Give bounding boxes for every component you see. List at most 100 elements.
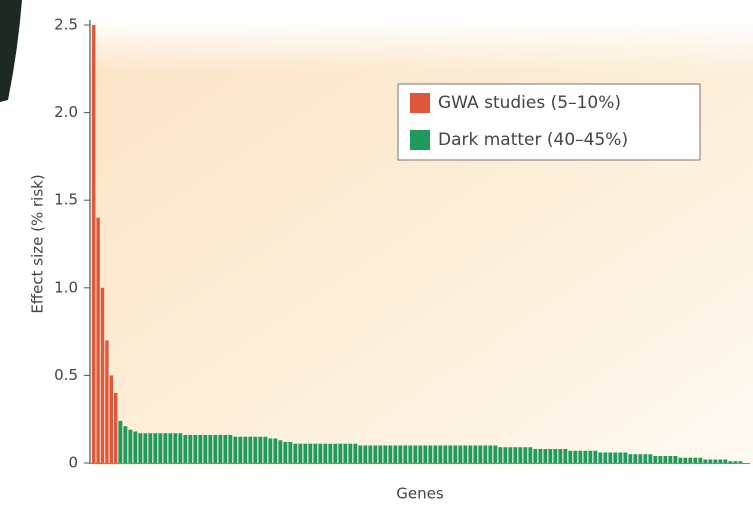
bar xyxy=(563,448,568,463)
legend-swatch xyxy=(410,93,430,113)
bar xyxy=(508,447,513,463)
bar xyxy=(733,461,738,463)
bar xyxy=(473,445,478,463)
bar xyxy=(418,445,423,463)
bar xyxy=(598,452,603,463)
bar xyxy=(443,445,448,463)
bar xyxy=(433,445,438,463)
bar xyxy=(143,433,148,463)
bar xyxy=(558,448,563,463)
bar xyxy=(258,436,263,463)
bar xyxy=(188,434,193,463)
bar xyxy=(92,25,96,463)
y-tick-label: 2.5 xyxy=(54,16,78,34)
bar xyxy=(498,447,503,463)
bar xyxy=(100,287,105,463)
bar xyxy=(248,436,253,463)
bar xyxy=(268,438,273,463)
bar xyxy=(133,431,138,463)
bar xyxy=(208,434,213,463)
bar xyxy=(203,434,208,463)
bar xyxy=(238,436,243,463)
bar xyxy=(648,454,653,463)
bar xyxy=(318,443,323,463)
bar xyxy=(468,445,473,463)
bar xyxy=(218,434,223,463)
bar xyxy=(533,448,538,463)
bar xyxy=(333,443,338,463)
bar xyxy=(708,459,713,463)
bar xyxy=(448,445,453,463)
bar xyxy=(488,445,493,463)
bar xyxy=(368,445,373,463)
y-tick-label: 1.0 xyxy=(54,278,78,296)
bar xyxy=(628,454,633,463)
bar xyxy=(623,452,628,463)
bar xyxy=(683,457,688,463)
bar xyxy=(348,443,353,463)
y-tick-label: 1.5 xyxy=(54,191,78,209)
bar xyxy=(308,443,313,463)
bar xyxy=(343,443,348,463)
bar xyxy=(198,434,203,463)
bar xyxy=(193,434,198,463)
bar xyxy=(138,433,143,463)
y-tick-label: 0.5 xyxy=(54,366,78,384)
bar xyxy=(678,457,683,463)
bar xyxy=(158,433,163,463)
bar xyxy=(653,455,658,463)
bar xyxy=(543,448,548,463)
bar xyxy=(233,436,238,463)
bar xyxy=(243,436,248,463)
y-tick-label: 2.0 xyxy=(54,103,78,121)
bar xyxy=(638,454,643,463)
bar xyxy=(128,429,133,463)
bar xyxy=(603,452,608,463)
bar xyxy=(105,340,109,463)
bar xyxy=(283,441,288,463)
bar xyxy=(518,447,523,463)
legend: GWA studies (5–10%) Dark matter (40–45%) xyxy=(397,83,701,161)
bar xyxy=(303,443,308,463)
bar xyxy=(523,447,528,463)
x-axis-label: Genes xyxy=(396,485,444,503)
bar xyxy=(323,443,328,463)
bar xyxy=(588,450,593,463)
legend-box xyxy=(397,83,701,161)
bar xyxy=(613,452,618,463)
legend-label: GWA studies (5–10%) xyxy=(438,93,621,113)
bar xyxy=(383,445,388,463)
bar xyxy=(338,443,343,463)
bar xyxy=(378,445,383,463)
bar xyxy=(658,455,663,463)
bar xyxy=(703,459,708,463)
bar xyxy=(618,452,623,463)
bar xyxy=(358,445,363,463)
bar xyxy=(493,445,498,463)
bar xyxy=(643,454,648,463)
bar xyxy=(738,461,743,463)
bar xyxy=(713,459,718,463)
bar xyxy=(353,443,358,463)
y-axis-label: Effect size (% risk) xyxy=(29,174,47,313)
bar xyxy=(438,445,443,463)
bar xyxy=(373,445,378,463)
bar xyxy=(273,438,278,463)
bar xyxy=(123,426,128,463)
bar xyxy=(673,455,678,463)
bar xyxy=(668,455,673,463)
bar xyxy=(393,445,398,463)
bar xyxy=(96,217,100,463)
bar xyxy=(423,445,428,463)
bar xyxy=(114,392,118,463)
bar xyxy=(483,445,488,463)
bar xyxy=(388,445,393,463)
bar xyxy=(183,434,188,463)
bar xyxy=(253,436,258,463)
bar xyxy=(548,448,553,463)
bar xyxy=(293,443,298,463)
bar xyxy=(228,434,233,463)
bar xyxy=(313,443,318,463)
bar xyxy=(693,457,698,463)
